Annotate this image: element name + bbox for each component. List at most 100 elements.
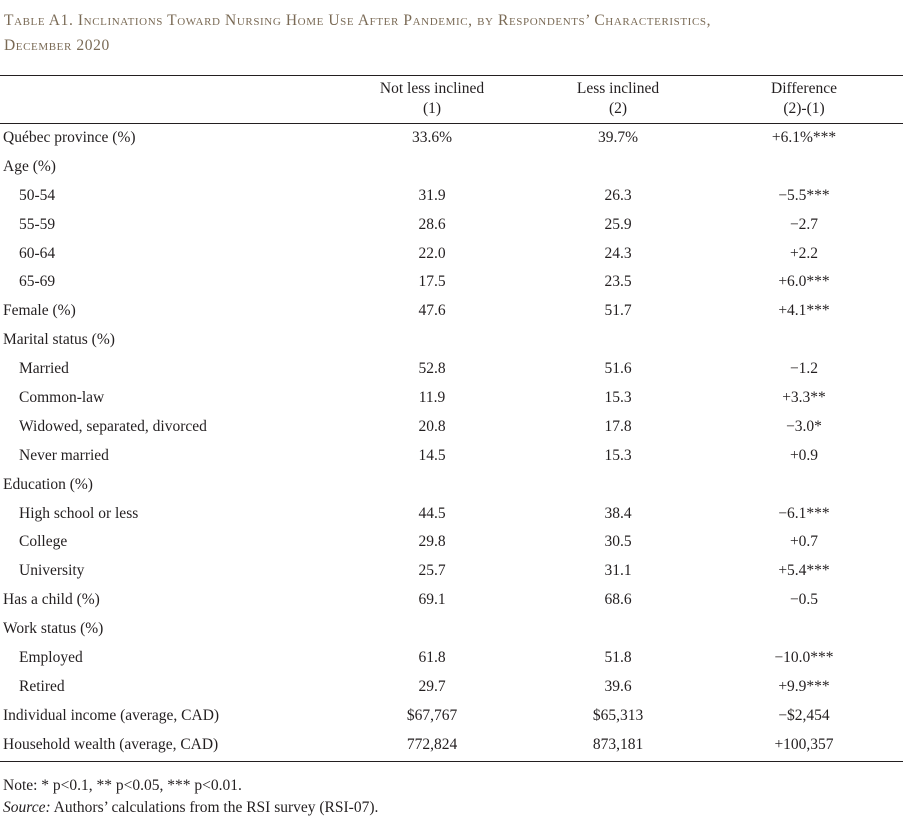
table-body: Québec province (%) 33.6% 39.7% +6.1%*** Age…	[0, 124, 903, 760]
cell-difference: −10.0***	[774, 649, 834, 667]
cell-difference: −2.7	[789, 215, 819, 233]
header-rule	[0, 123, 903, 124]
cell-not-less-inclined: 47.6	[418, 302, 446, 320]
cell-less-inclined: 15.3	[604, 389, 632, 407]
column-header-label: Less inclined	[576, 80, 660, 97]
row-label: Retired	[19, 677, 65, 695]
row-label: 60-64	[19, 244, 56, 262]
row-label: Age (%)	[3, 157, 56, 175]
row-label: Individual income (average, CAD)	[3, 706, 220, 724]
row-label: 55-59	[19, 215, 56, 233]
row-label: Never married	[19, 446, 109, 464]
cell-not-less-inclined: 17.5	[418, 273, 446, 291]
cell-not-less-inclined: 22.0	[418, 244, 446, 262]
table-title: Table A1. Inclinations Toward Nursing Ho…	[4, 8, 899, 58]
row-label: Marital status (%)	[3, 331, 115, 349]
table-row: Has a child (%) 69.1 68.6 −0.5	[0, 586, 903, 615]
row-label: Female (%)	[3, 302, 76, 320]
row-label: Common-law	[19, 389, 105, 407]
table-row: Education (%)	[0, 471, 903, 500]
cell-difference: +0.9	[789, 446, 819, 464]
column-header-difference: Difference (2)-(1)	[724, 79, 884, 119]
row-label: Employed	[19, 649, 83, 667]
cell-less-inclined: 38.4	[604, 504, 632, 522]
cell-not-less-inclined: 61.8	[418, 649, 446, 667]
cell-less-inclined: 15.3	[604, 446, 632, 464]
cell-not-less-inclined: $67,767	[406, 706, 458, 724]
table-row: Female (%) 47.6 51.7 +4.1***	[0, 297, 903, 326]
table-row: Québec province (%) 33.6% 39.7% +6.1%***	[0, 124, 903, 153]
table-row: Common-law 11.9 15.3 +3.3**	[0, 384, 903, 413]
top-rule	[0, 75, 903, 76]
cell-difference: +2.2	[789, 244, 819, 262]
source-note: Source: Authors’ calculations from the R…	[3, 797, 378, 819]
table-row: Work status (%)	[0, 615, 903, 644]
cell-not-less-inclined: 69.1	[418, 591, 446, 609]
table-title-line-2: December 2020	[4, 37, 110, 54]
table-row: Employed 61.8 51.8 −10.0***	[0, 644, 903, 673]
row-label: Married	[19, 360, 69, 378]
row-label: Household wealth (average, CAD)	[3, 735, 219, 753]
cell-less-inclined: 23.5	[604, 273, 632, 291]
cell-not-less-inclined: 28.6	[418, 215, 446, 233]
cell-difference: −0.5	[789, 591, 819, 609]
row-label: Work status (%)	[3, 620, 104, 638]
row-label: Widowed, separated, divorced	[19, 417, 207, 435]
table-row: Never married 14.5 15.3 +0.9	[0, 442, 903, 471]
cell-less-inclined: 51.8	[604, 649, 632, 667]
row-label: 65-69	[19, 273, 56, 291]
cell-less-inclined: 873,181	[592, 735, 644, 753]
cell-less-inclined: 39.6	[604, 677, 632, 695]
table-row: 55-59 28.6 25.9 −2.7	[0, 211, 903, 240]
cell-difference: −1.2	[789, 360, 819, 378]
row-label: Has a child (%)	[3, 591, 100, 609]
column-header-less-inclined: Less inclined (2)	[538, 79, 698, 119]
cell-less-inclined: 68.6	[604, 591, 632, 609]
cell-not-less-inclined: 31.9	[418, 186, 446, 204]
cell-less-inclined: 26.3	[604, 186, 632, 204]
table-row: 60-64 22.0 24.3 +2.2	[0, 240, 903, 269]
cell-difference: +9.9***	[778, 677, 830, 695]
cell-not-less-inclined: 52.8	[418, 360, 446, 378]
cell-not-less-inclined: 44.5	[418, 504, 446, 522]
cell-less-inclined: 17.8	[604, 417, 632, 435]
table-row: 50-54 31.9 26.3 −5.5***	[0, 182, 903, 211]
cell-less-inclined: 31.1	[604, 562, 632, 580]
cell-difference: +6.1%***	[771, 129, 837, 146]
cell-not-less-inclined: 14.5	[418, 446, 446, 464]
table-title-line-1: Table A1. Inclinations Toward Nursing Ho…	[4, 12, 712, 29]
table-row: University 25.7 31.1 +5.4***	[0, 557, 903, 586]
cell-difference: +4.1***	[778, 302, 830, 320]
cell-difference: +6.0***	[778, 273, 830, 291]
cell-not-less-inclined: 20.8	[418, 417, 446, 435]
table-row: Widowed, separated, divorced 20.8 17.8 −3.0…	[0, 413, 903, 442]
table-row: Household wealth (average, CAD) 772,824 87…	[0, 731, 903, 760]
table-row: Individual income (average, CAD) $67,767 $…	[0, 702, 903, 731]
cell-difference: +100,357	[774, 735, 834, 753]
source-label: Source:	[3, 799, 51, 816]
source-text: Authors’ calculations from the RSI surve…	[50, 799, 379, 816]
cell-not-less-inclined: 772,824	[406, 735, 458, 753]
cell-difference: +5.4***	[778, 562, 830, 580]
column-header-number: (2)	[608, 100, 628, 117]
cell-less-inclined: 51.6	[604, 360, 632, 378]
row-label: High school or less	[19, 504, 139, 522]
row-label: Education (%)	[3, 475, 93, 493]
row-label: 50-54	[19, 186, 56, 204]
cell-less-inclined: 25.9	[604, 215, 632, 233]
column-header-not-less-inclined: Not less inclined (1)	[352, 79, 512, 119]
column-header-number: (2)-(1)	[783, 100, 825, 117]
bottom-rule	[0, 761, 903, 762]
row-label: University	[19, 562, 85, 580]
cell-not-less-inclined: 29.8	[418, 533, 446, 551]
cell-difference: −5.5***	[778, 186, 830, 204]
table-row: Married 52.8 51.6 −1.2	[0, 355, 903, 384]
cell-less-inclined: 30.5	[604, 533, 632, 551]
column-header-label: Difference	[771, 80, 837, 97]
table-row: College 29.8 30.5 +0.7	[0, 528, 903, 557]
cell-not-less-inclined: 11.9	[418, 389, 446, 407]
cell-difference: +3.3**	[782, 389, 826, 407]
row-label: Québec province (%)	[3, 129, 136, 146]
cell-not-less-inclined: 29.7	[418, 677, 446, 695]
table-notes: Note: * p<0.1, ** p<0.05, *** p<0.01. So…	[3, 775, 378, 819]
